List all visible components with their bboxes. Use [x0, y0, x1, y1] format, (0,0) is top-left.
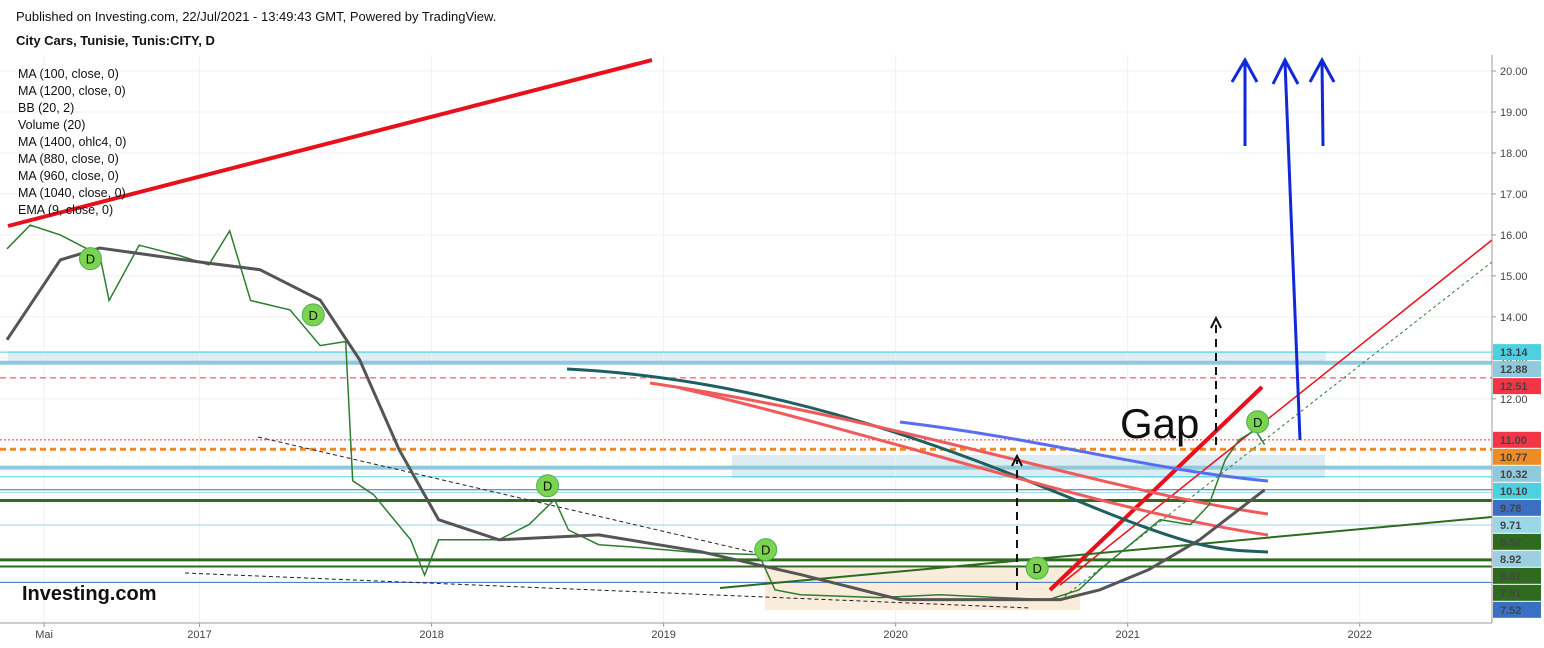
indicator-label: Volume (20) [18, 118, 85, 132]
trend-line [1048, 385, 1264, 592]
indicator-label: EMA (9, close, 0) [18, 203, 113, 217]
price-tag-label: 12.51 [1500, 381, 1528, 393]
trend-line [257, 436, 766, 556]
price-tag-label: 13.14 [1500, 347, 1528, 359]
price-tag [1493, 465, 1541, 482]
y-tick-label: 16.00 [1500, 230, 1528, 242]
series-line [5, 246, 1266, 602]
dividend-marker-label: D [543, 479, 552, 494]
dividend-marker-label: D [1033, 561, 1042, 576]
x-tick-label: 2017 [187, 629, 211, 641]
x-tick-label: 2019 [651, 629, 675, 641]
dividend-marker [754, 538, 778, 562]
dividend-marker [536, 474, 560, 498]
trend-line [184, 572, 1031, 609]
price-tag-label: 10.32 [1500, 469, 1528, 481]
ma-curve [679, 386, 1269, 537]
gap-annotation: Gap [1120, 400, 1199, 447]
price-tag-label: 8.92 [1500, 554, 1521, 566]
published-note: Published on Investing.com, 22/Jul/2021 … [16, 9, 496, 24]
y-tick-label: 18.00 [1500, 148, 1528, 160]
dividend-marker-label: D [1253, 415, 1262, 430]
y-tick-label: 17.00 [1500, 189, 1528, 201]
ma-curve [566, 367, 1269, 554]
price-tag [1493, 378, 1541, 395]
indicator-label: MA (960, close, 0) [18, 169, 119, 183]
dividend-marker-label: D [309, 308, 318, 323]
x-tick-label: 2018 [419, 629, 443, 641]
indicator-label: MA (1200, close, 0) [18, 84, 126, 98]
price-tag-label: 9.78 [1500, 503, 1521, 515]
y-tick-label: 14.00 [1500, 312, 1528, 324]
x-tick-label: 2021 [1115, 629, 1139, 641]
price-tag [1493, 431, 1541, 448]
dividend-marker [1025, 556, 1049, 580]
price-tag [1493, 361, 1541, 378]
y-tick-label: 15.00 [1500, 271, 1528, 283]
symbol-title: City Cars, Tunisie, Tunis:CITY, D [16, 33, 215, 48]
price-tag-label: 10.77 [1500, 452, 1528, 464]
price-tag-label: 12.88 [1500, 364, 1528, 376]
arrow-head [1011, 453, 1023, 467]
price-tag-label: 7.91 [1500, 588, 1521, 600]
plot-area [0, 55, 1492, 623]
y-tick-label: 20.00 [1500, 66, 1528, 78]
price-tag-label: 7.52 [1500, 605, 1521, 617]
arrow-head [1210, 315, 1222, 329]
price-tag [1493, 448, 1541, 465]
price-tag-label: 10.10 [1500, 486, 1528, 498]
price-tag-label: 8.07 [1500, 571, 1521, 583]
price-tag [1493, 567, 1541, 584]
price-tag [1493, 344, 1541, 361]
dividend-marker [1246, 410, 1270, 434]
price-tag-label: 11.00 [1500, 435, 1527, 447]
indicator-label: MA (100, close, 0) [18, 67, 119, 81]
indicator-label: BB (20, 2) [18, 101, 74, 115]
x-tick-label: 2022 [1347, 629, 1371, 641]
logo: Investing.com [22, 583, 156, 605]
price-tag-label: 9.52 [1500, 537, 1521, 549]
price-tag [1493, 533, 1541, 550]
x-tick-label: Mai [35, 629, 53, 641]
zone [765, 568, 1080, 610]
drawings [7, 56, 1493, 609]
price-tag [1493, 601, 1541, 618]
zone [8, 351, 1326, 363]
arrows [1230, 56, 1336, 441]
trend-line [1059, 239, 1493, 586]
trend-line [7, 58, 653, 228]
ma-curve [649, 381, 1269, 516]
price-tag [1493, 499, 1541, 516]
price-tag [1493, 516, 1541, 533]
dividend-marker-label: D [86, 252, 95, 267]
indicator-label: MA (880, close, 0) [18, 152, 119, 166]
price-tag [1493, 482, 1541, 499]
series-line [6, 224, 1266, 601]
indicator-label: MA (1040, close, 0) [18, 186, 126, 200]
price-tag-label: 9.71 [1500, 520, 1521, 532]
dividend-marker-label: D [761, 543, 770, 558]
x-tick-label: 2020 [883, 629, 907, 641]
indicator-label: MA (1400, ohlc4, 0) [18, 135, 126, 149]
ma-curve [899, 420, 1269, 483]
y-tick-label: 19.00 [1500, 107, 1528, 119]
dividend-marker [78, 247, 102, 271]
trend-line [719, 516, 1493, 589]
dividend-marker [301, 303, 325, 327]
price-tag [1493, 550, 1541, 567]
price-tag [1493, 584, 1541, 601]
y-tick-label: 12.00 [1500, 394, 1528, 406]
